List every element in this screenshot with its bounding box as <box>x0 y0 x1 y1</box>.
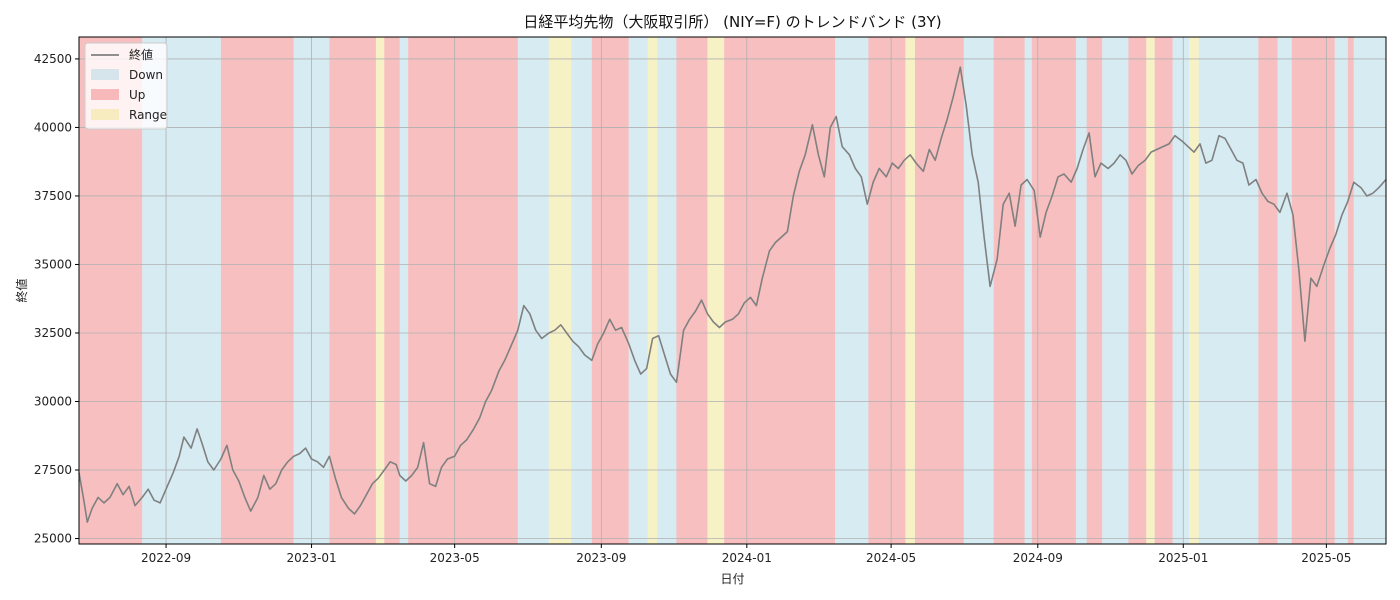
trend-band-up <box>408 37 518 544</box>
trend-band-down <box>628 37 648 544</box>
trend-band-down <box>1277 37 1292 544</box>
legend-label: Range <box>129 108 167 122</box>
x-tick-label: 2022-09 <box>141 551 191 565</box>
x-tick-label: 2025-01 <box>1158 551 1208 565</box>
y-tick-label: 35000 <box>34 257 72 271</box>
trend-band-range <box>375 37 385 544</box>
y-tick-label: 25000 <box>34 532 72 546</box>
trend-band-down <box>1102 37 1129 544</box>
trend-band-up <box>1086 37 1103 544</box>
y-tick-label: 40000 <box>34 120 72 134</box>
trend-band-down <box>963 37 994 544</box>
trend-band-down <box>517 37 549 544</box>
trend-band-up <box>384 37 400 544</box>
trend-band-down <box>1198 37 1259 544</box>
trend-band-up <box>1291 37 1335 544</box>
trend-band-down <box>571 37 592 544</box>
trend-band-up <box>1128 37 1147 544</box>
legend-label: Up <box>129 88 145 102</box>
trend-band-down <box>1172 37 1190 544</box>
legend-box <box>84 42 168 130</box>
x-tick-label: 2024-09 <box>1013 551 1063 565</box>
plot-frame <box>78 36 1387 545</box>
trend-band-up <box>868 37 906 544</box>
y-tick-label: 32500 <box>34 326 72 340</box>
trend-band-range <box>647 37 658 544</box>
trend-band-up <box>1031 37 1076 544</box>
trend-band-up <box>1258 37 1278 544</box>
trend-band-up <box>591 37 629 544</box>
trend-band-up <box>724 37 836 544</box>
close-price-line <box>78 66 1387 523</box>
legend-swatch-down <box>91 69 119 80</box>
y-tick-label: 30000 <box>34 394 72 408</box>
legend-swatch-up <box>91 89 119 100</box>
x-tick-label: 2023-05 <box>430 551 480 565</box>
y-axis-title: 終値 <box>14 278 29 302</box>
trend-band-up <box>914 37 964 544</box>
trend-band-down <box>657 37 677 544</box>
y-tick-label: 27500 <box>34 463 72 477</box>
legend-label: Down <box>129 68 163 82</box>
trend-band-range <box>707 37 725 544</box>
x-axis: 2022-09 2023-01 2023-05 2023-09 2024-01 2024-… <box>141 544 1351 565</box>
trend-band-up <box>1154 37 1173 544</box>
x-axis-title: 日付 <box>720 572 744 586</box>
x-tick-label: 2024-05 <box>866 551 916 565</box>
x-tick-label: 2024-01 <box>722 551 772 565</box>
trend-band-range <box>1189 37 1199 544</box>
trend-band-down <box>1024 37 1032 544</box>
trend-band-up <box>676 37 708 544</box>
price-line-layer <box>78 66 1387 523</box>
trend-bands <box>79 37 1386 544</box>
x-tick-label: 2023-01 <box>286 551 336 565</box>
trend-band-down <box>1075 37 1087 544</box>
trend-band-down <box>835 37 869 544</box>
x-tick-label: 2025-05 <box>1301 551 1351 565</box>
chart-title: 日経平均先物（大阪取引所） (NIY=F) のトレンドバンド (3Y) <box>523 13 941 31</box>
trend-band-up <box>220 37 294 544</box>
trend-band-range <box>1146 37 1155 544</box>
trend-band-up <box>1347 37 1354 544</box>
trend-band-up <box>993 37 1025 544</box>
trend-band-down <box>1334 37 1348 544</box>
trend-band-range <box>905 37 915 544</box>
legend: 終値 Down Up Range <box>84 42 168 130</box>
x-tick-label: 2023-09 <box>576 551 626 565</box>
legend-label: 終値 <box>129 47 153 62</box>
y-tick-label: 42500 <box>34 52 72 66</box>
trend-band-range <box>548 37 572 544</box>
trend-band-up <box>329 37 376 544</box>
y-tick-label: 37500 <box>34 189 72 203</box>
trend-band-down <box>1353 37 1386 544</box>
trend-band-down <box>399 37 409 544</box>
y-axis: 25000 27500 30000 32500 35000 37500 40000 42500 <box>34 52 79 546</box>
legend-swatch-range <box>91 109 119 120</box>
